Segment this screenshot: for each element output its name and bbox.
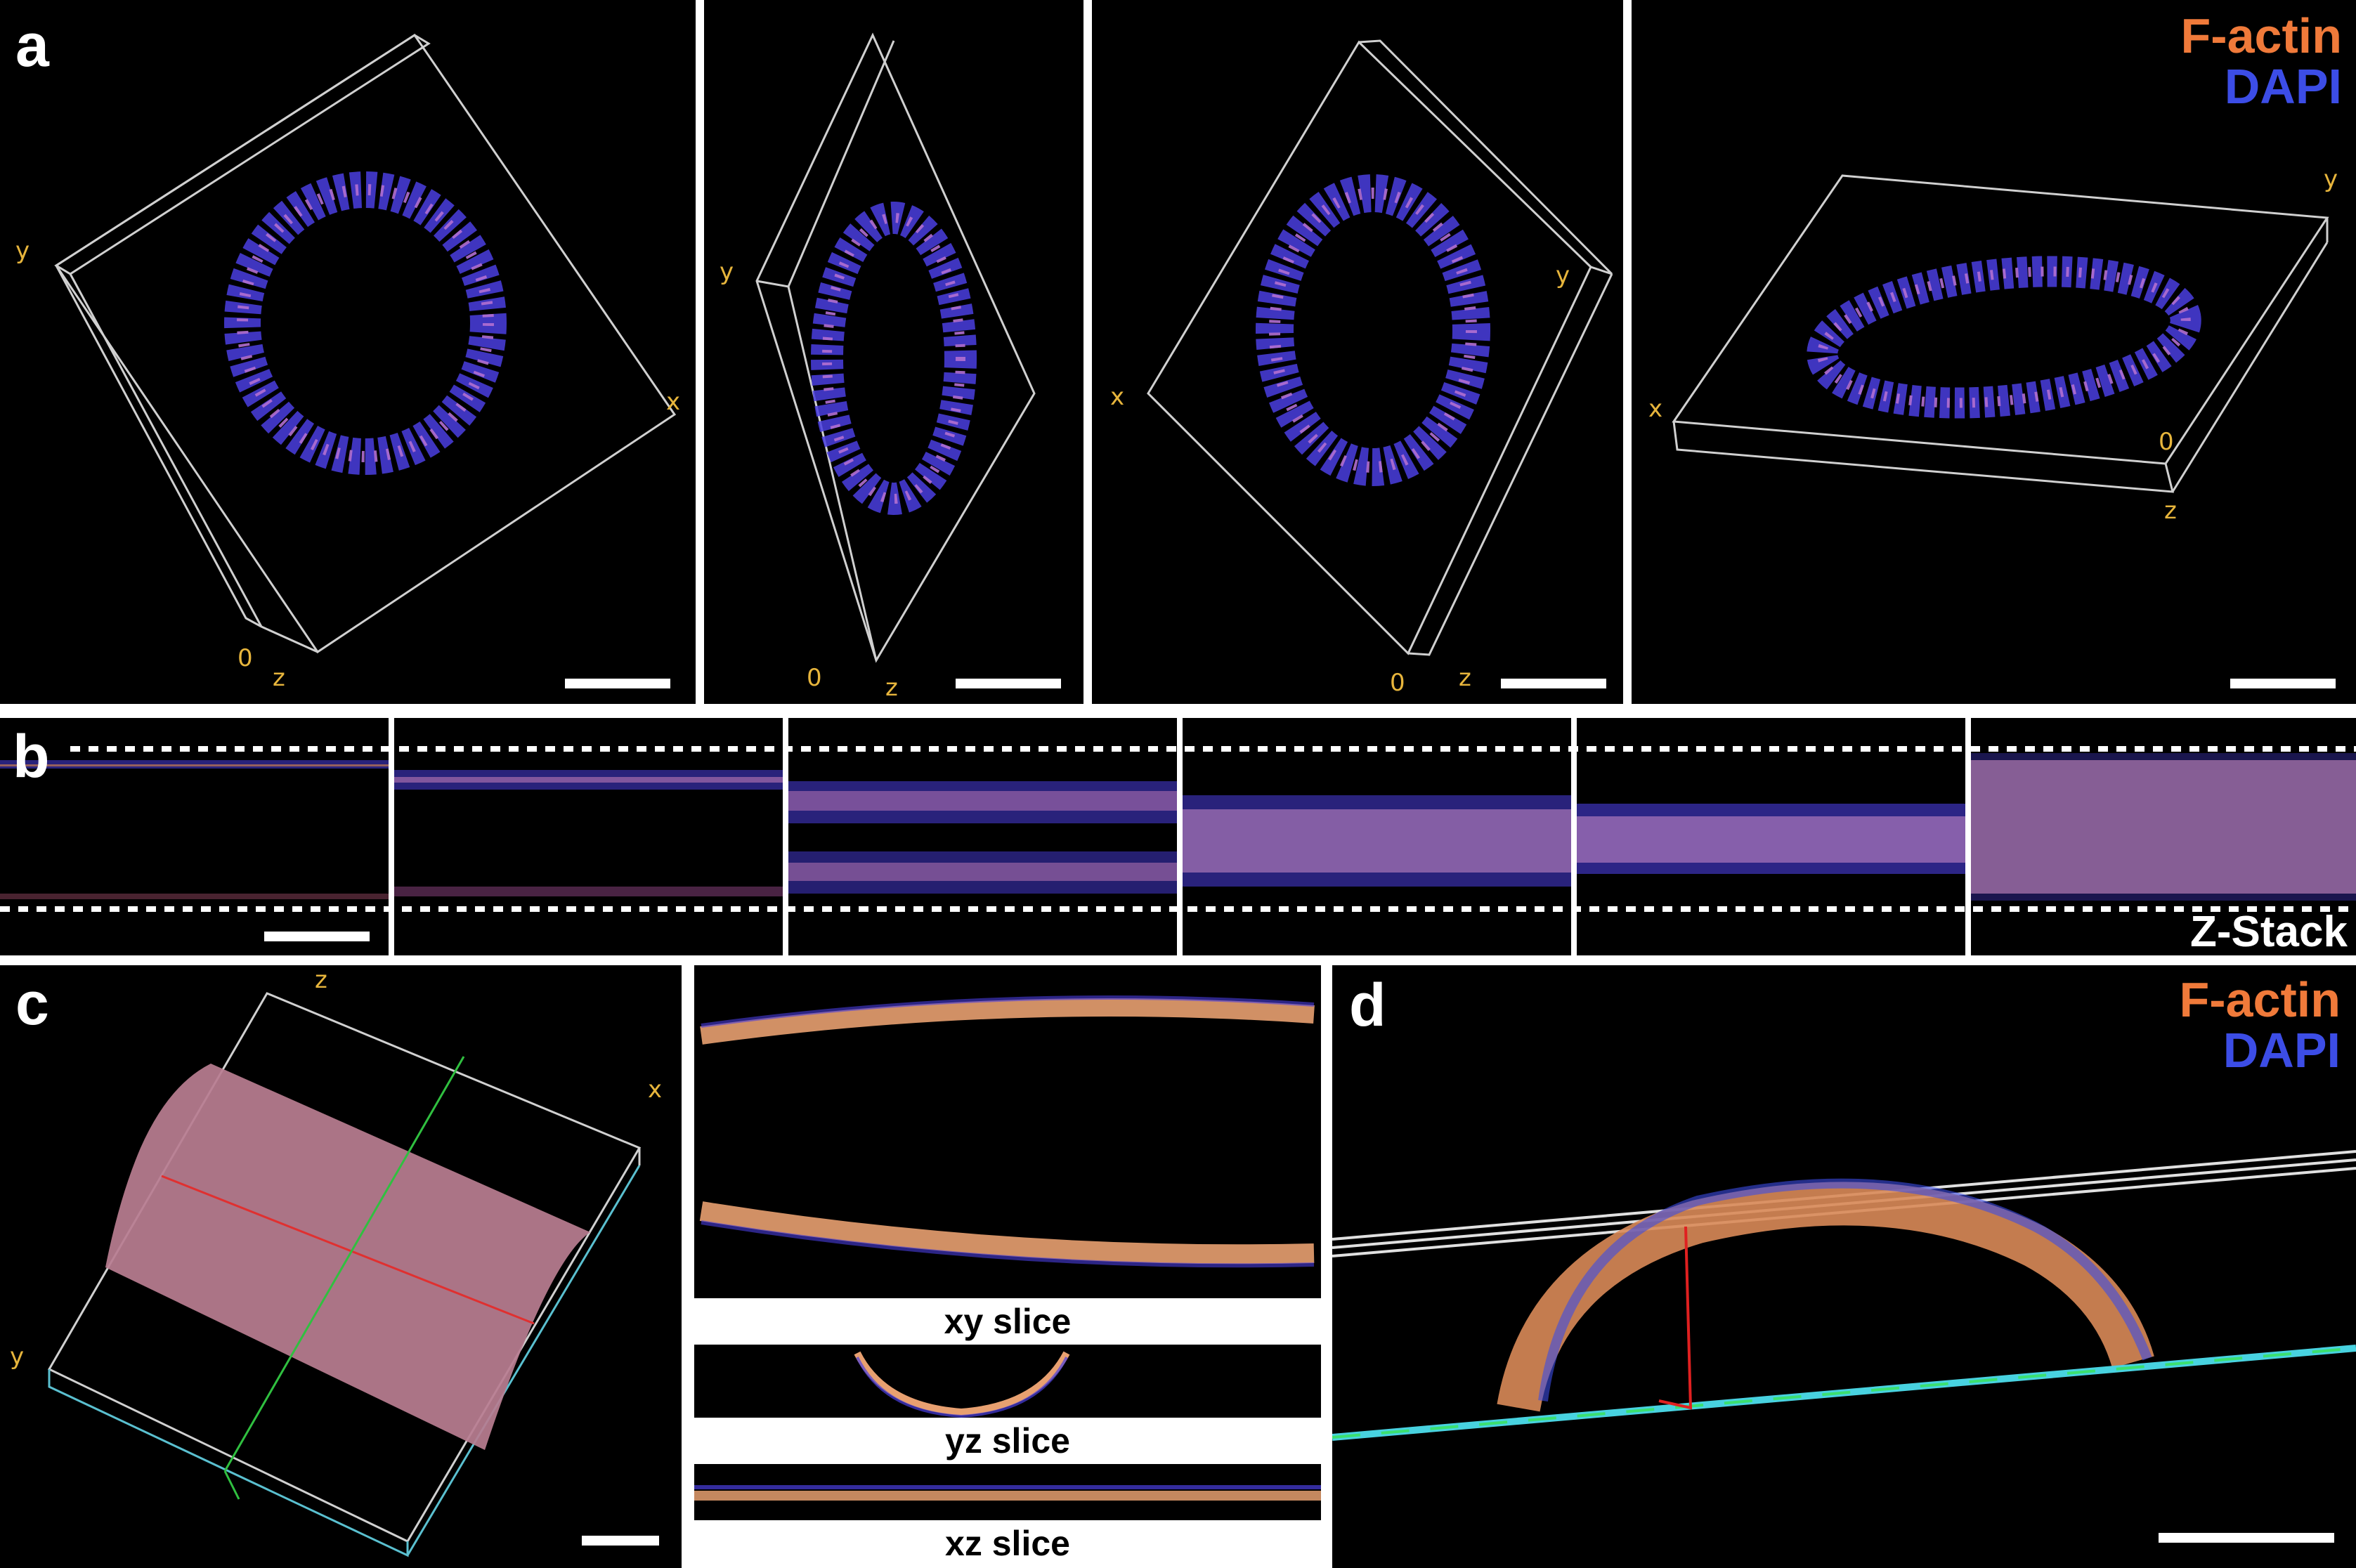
- caption-yz-slice: yz slice: [945, 1421, 1070, 1461]
- axis-label-y: y: [1556, 261, 1570, 289]
- panel-b-slice-5: [1577, 718, 1965, 955]
- scale-bar: [2159, 1533, 2334, 1543]
- panel-c-yz-slice: [694, 1345, 1321, 1418]
- panel-label-b: b: [13, 723, 50, 790]
- axis-origin-label: 0: [807, 664, 822, 692]
- cell-3d-render: [1147, 39, 1613, 656]
- caption-xz-slice: xz slice: [945, 1524, 1070, 1563]
- cell-3d-render: [755, 32, 1036, 663]
- axis-label-y: y: [2324, 165, 2338, 193]
- panel-b-slice-2: [394, 718, 783, 955]
- panel-a-view-1: a y x 0 z: [0, 0, 696, 704]
- panel-a-view-3: x y 0 z: [1092, 0, 1623, 704]
- scale-bar: [956, 679, 1061, 688]
- xy-slice-image: [699, 995, 1315, 1268]
- axis-label-x: x: [1648, 395, 1663, 423]
- xz-slice-image: [694, 1485, 1321, 1501]
- scale-bar: [565, 679, 670, 688]
- axis-label-z: z: [1459, 664, 1471, 692]
- caption-xy-slice: xy slice: [944, 1302, 1072, 1341]
- panel-c-xz-slice: [694, 1464, 1321, 1520]
- z-range-guides: [0, 746, 2356, 912]
- cell-cross-section-image: [1332, 1150, 2356, 1441]
- panel-c-xy-slice: [694, 965, 1321, 1298]
- tube-3d-render: [47, 992, 642, 1557]
- cell-3d-render: [1672, 174, 2329, 493]
- axis-label-y: y: [720, 258, 734, 286]
- panel-c-3d-render: c z x y: [0, 965, 682, 1568]
- z-slice-image: [788, 781, 1177, 894]
- axis-origin-label: 0: [237, 644, 253, 672]
- panel-label-a: a: [15, 12, 49, 79]
- legend-dapi: DAPI: [2224, 59, 2342, 114]
- z-slice-image: [0, 760, 389, 899]
- panel-b-slice-4: [1183, 718, 1571, 955]
- axis-origin-label: 0: [1390, 669, 1405, 697]
- yz-slice-image: [854, 1351, 1070, 1418]
- scale-bar: [2230, 679, 2336, 688]
- z-slice-image: [394, 770, 783, 896]
- z-stack-label: Z-Stack: [2190, 908, 2348, 955]
- panel-b-slice-6: Z-Stack: [1971, 718, 2356, 955]
- z-slice-image: [1971, 753, 2356, 901]
- z-slice-image: [1577, 804, 1965, 874]
- legend-factin: F-actin: [2179, 972, 2341, 1027]
- panel-d-cross-section: d F-actin DAPI: [1332, 965, 2356, 1568]
- axis-origin-label: 0: [2159, 428, 2174, 456]
- cell-3d-render: [54, 33, 677, 654]
- axis-label-y: y: [15, 237, 30, 265]
- axis-label-y: y: [10, 1342, 25, 1371]
- panel-a-view-2: y 0 z: [704, 0, 1083, 704]
- axis-label-z: z: [315, 966, 327, 994]
- panel-b-slice-1: b: [0, 718, 389, 955]
- scale-bar: [1501, 679, 1606, 688]
- panel-label-c: c: [15, 970, 49, 1038]
- scale-bar: [264, 932, 370, 941]
- axis-label-z: z: [885, 674, 898, 702]
- legend-factin: F-actin: [2180, 8, 2342, 63]
- axis-label-x: x: [666, 388, 681, 416]
- scale-bar: [582, 1536, 659, 1546]
- axis-label-z: z: [2164, 497, 2177, 525]
- panel-label-d: d: [1349, 972, 1386, 1039]
- z-slice-image: [1183, 795, 1571, 887]
- axis-label-z: z: [273, 664, 285, 692]
- axis-label-x: x: [1110, 383, 1125, 411]
- legend-dapi: DAPI: [2222, 1023, 2341, 1078]
- panel-b-slice-3: [788, 718, 1177, 955]
- panel-a-view-4: y x 0 z F-actin DAPI: [1632, 0, 2356, 704]
- axis-label-x: x: [648, 1076, 663, 1104]
